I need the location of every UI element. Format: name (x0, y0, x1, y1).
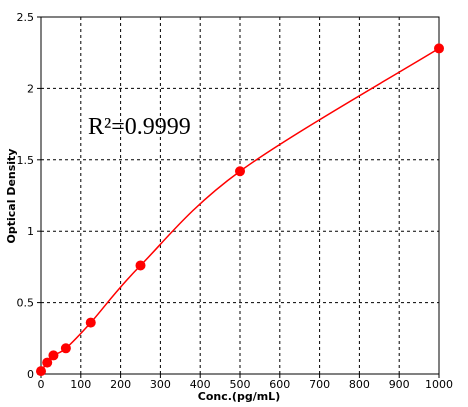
y-tick-label: 0 (27, 368, 34, 381)
y-axis-title: Optical Density (5, 149, 18, 244)
y-tick-label: 2.5 (17, 11, 35, 24)
axis-ticks (37, 16, 440, 378)
data-point (42, 357, 53, 368)
x-tick-labels: 0 100 200 300 400 500 600 700 800 900 1000 (38, 378, 454, 391)
x-tick-label: 900 (389, 378, 410, 391)
data-point (235, 166, 245, 177)
data-point (48, 350, 59, 361)
r-squared-annotation: R²=0.9999 (88, 114, 191, 140)
x-tick-label: 800 (349, 378, 370, 391)
x-tick-label: 0 (38, 378, 45, 391)
plot-frame (40, 16, 440, 375)
data-point (36, 366, 46, 377)
x-tick-label: 1000 (425, 378, 453, 391)
y-tick-label: 1 (27, 225, 34, 238)
data-point (60, 343, 71, 354)
x-tick-label: 300 (150, 378, 171, 391)
x-tick-label: 700 (309, 378, 330, 391)
data-point (85, 317, 96, 328)
x-tick-label: 400 (190, 378, 211, 391)
x-axis-title: Conc.(pg/mL) (198, 390, 280, 403)
x-tick-label: 600 (269, 378, 290, 391)
x-tick-label: 500 (230, 378, 251, 391)
y-tick-labels: 0 0.5 1 1.5 2 2.5 (17, 11, 35, 381)
data-point (434, 43, 444, 54)
y-tick-label: 0.5 (17, 297, 35, 310)
data-point (135, 260, 146, 271)
y-tick-label: 2 (27, 82, 34, 95)
y-tick-label: 1.5 (17, 154, 35, 167)
x-tick-label: 100 (70, 378, 91, 391)
grid-lines (41, 17, 439, 374)
x-tick-label: 200 (110, 378, 131, 391)
data-points (36, 43, 444, 377)
